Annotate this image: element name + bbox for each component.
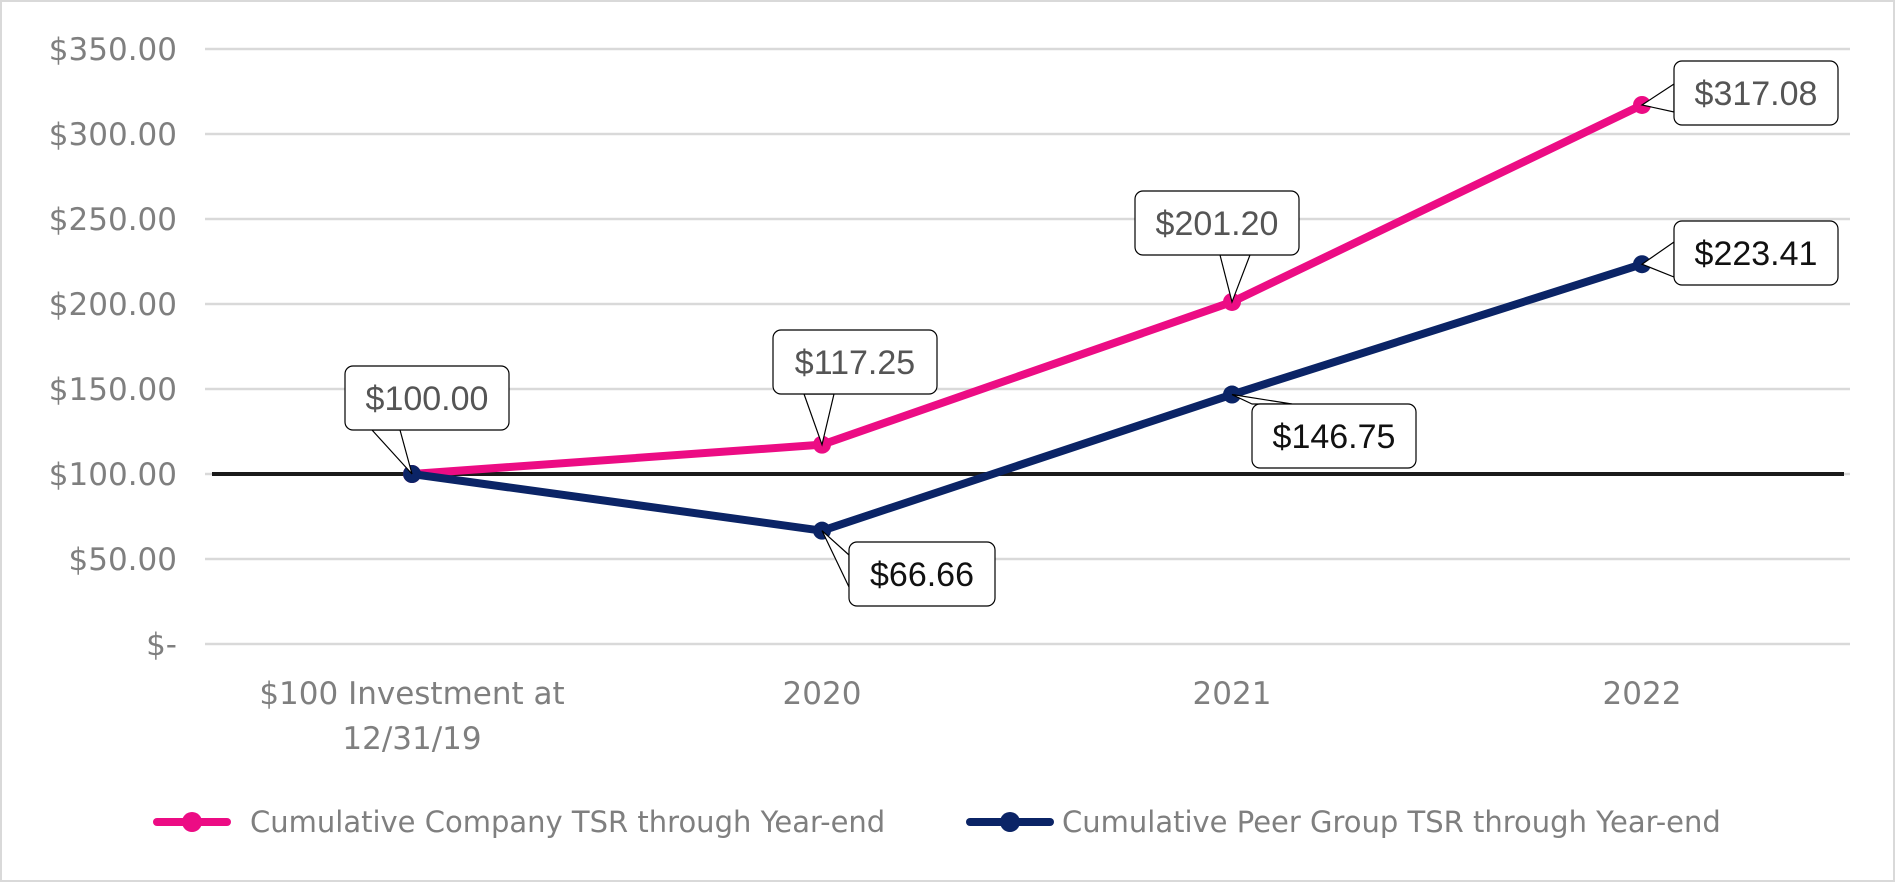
y-tick-label: $350.00 bbox=[49, 32, 177, 68]
y-tick-label: $- bbox=[146, 627, 177, 663]
series-line-company bbox=[408, 100, 1646, 478]
y-tick-label: $250.00 bbox=[49, 202, 177, 238]
y-tick-label: $50.00 bbox=[69, 542, 177, 578]
legend-label-peer: Cumulative Peer Group TSR through Year-e… bbox=[1062, 805, 1721, 839]
data-label-peer-2: $146.75 bbox=[1273, 418, 1396, 456]
callout-box-peer-1 bbox=[848, 541, 996, 607]
data-label-peer-3: $223.41 bbox=[1695, 235, 1818, 273]
callout-box-company-0 bbox=[344, 365, 510, 431]
y-tick-label: $200.00 bbox=[49, 287, 177, 323]
callout-box-peer-3 bbox=[1673, 220, 1839, 286]
legend-marker-company bbox=[182, 812, 202, 832]
data-label-company-2: $201.20 bbox=[1156, 205, 1279, 243]
x-tick-label: 2020 bbox=[783, 676, 862, 712]
x-tick-label: 2021 bbox=[1193, 676, 1272, 712]
x-tick-label: 2022 bbox=[1603, 676, 1682, 712]
y-tick-label: $100.00 bbox=[49, 457, 177, 493]
legend-marker-peer bbox=[1000, 812, 1020, 832]
callout-pointer-company-0 bbox=[370, 429, 413, 475]
callout-box-peer-2 bbox=[1251, 403, 1417, 469]
data-label-peer-1: $66.66 bbox=[870, 556, 974, 594]
data-label-company-3: $317.08 bbox=[1695, 75, 1818, 113]
legend-label-company: Cumulative Company TSR through Year-end bbox=[250, 805, 885, 839]
data-label-company-1: $117.25 bbox=[795, 344, 915, 382]
callout-box-company-1 bbox=[772, 329, 938, 395]
data-label-company-0: $100.00 bbox=[366, 380, 489, 418]
callout-pointer-peer-2 bbox=[1231, 393, 1293, 405]
y-tick-label: $300.00 bbox=[49, 117, 177, 153]
series-line-peer bbox=[408, 260, 1646, 535]
y-tick-label: $150.00 bbox=[49, 372, 177, 408]
callout-box-company-3 bbox=[1673, 60, 1839, 126]
callout-box-company-2 bbox=[1134, 190, 1300, 256]
x-tick-label: 12/31/19 bbox=[342, 721, 481, 757]
callout-pointer-company-1 bbox=[803, 393, 835, 447]
x-tick-label: $100 Investment at bbox=[259, 676, 564, 712]
